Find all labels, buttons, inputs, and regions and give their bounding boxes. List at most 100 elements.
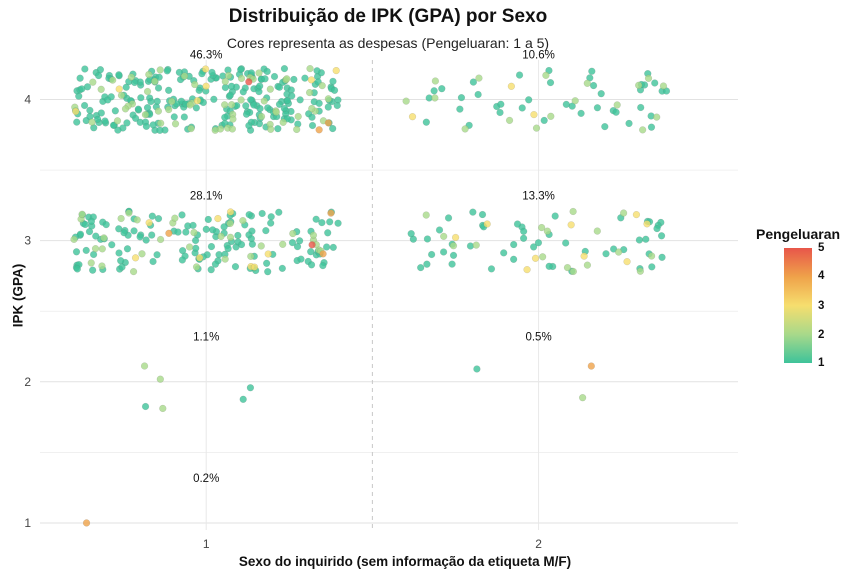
data-point — [122, 83, 130, 91]
data-point — [589, 81, 598, 90]
data-point — [117, 91, 126, 99]
data-point — [518, 104, 526, 112]
data-point — [588, 67, 596, 75]
data-point — [115, 249, 123, 257]
data-point — [275, 83, 284, 91]
data-point — [475, 74, 483, 82]
data-point — [523, 266, 531, 274]
data-point — [226, 208, 235, 216]
data-point — [242, 102, 250, 110]
data-point — [239, 88, 247, 96]
data-point — [623, 258, 631, 266]
data-point — [250, 263, 259, 271]
data-point — [257, 242, 265, 250]
data-point — [86, 106, 94, 114]
data-point — [73, 118, 81, 126]
data-point — [329, 124, 337, 133]
data-point — [275, 100, 284, 108]
data-point — [587, 362, 595, 370]
data-point — [601, 123, 609, 131]
data-point — [279, 118, 287, 126]
data-point — [496, 108, 504, 117]
data-point — [130, 78, 139, 87]
data-point — [208, 68, 216, 76]
data-point — [98, 245, 106, 253]
data-point — [497, 100, 505, 108]
data-point — [98, 262, 106, 270]
data-point — [89, 78, 97, 86]
data-point — [625, 119, 633, 128]
data-point — [500, 249, 508, 257]
data-point — [283, 96, 292, 105]
data-point — [505, 116, 514, 125]
data-point — [289, 229, 297, 238]
data-point — [324, 229, 332, 237]
data-point — [283, 75, 291, 83]
data-point — [130, 227, 138, 235]
data-point — [571, 97, 579, 105]
data-point — [543, 227, 551, 235]
data-point — [247, 235, 255, 243]
x-axis-label: Sexo do inquirido (sem informação da eti… — [238, 554, 572, 569]
data-point — [417, 264, 425, 272]
data-point — [154, 84, 163, 92]
data-point — [174, 228, 182, 236]
percent-annotation: 28.1% — [190, 190, 223, 202]
data-point — [620, 209, 628, 217]
data-point — [202, 82, 210, 90]
x-tick-label: 2 — [535, 537, 542, 551]
data-point — [224, 71, 233, 80]
data-point — [147, 97, 155, 106]
data-point — [487, 265, 496, 273]
data-point — [520, 227, 528, 235]
data-point — [326, 218, 334, 226]
data-point — [659, 82, 668, 90]
data-point — [140, 362, 149, 370]
data-point — [89, 266, 97, 274]
data-point — [610, 245, 618, 253]
data-point — [228, 125, 236, 133]
data-point — [551, 212, 559, 220]
data-point — [602, 250, 610, 258]
data-point — [408, 113, 417, 121]
data-point — [288, 92, 296, 100]
data-point — [583, 261, 592, 269]
data-point — [123, 119, 131, 127]
data-point — [444, 214, 453, 222]
data-point — [510, 240, 518, 249]
legend-label-4: 4 — [818, 270, 825, 282]
data-point — [163, 67, 171, 75]
data-point — [422, 211, 430, 219]
data-point — [306, 88, 314, 97]
y-tick-label: 1 — [24, 516, 31, 530]
data-point — [293, 243, 302, 251]
data-point — [315, 99, 323, 107]
data-point — [170, 113, 178, 121]
data-point — [319, 250, 327, 258]
data-point — [473, 365, 481, 373]
data-point — [239, 395, 247, 403]
data-point — [207, 266, 215, 274]
data-point — [539, 253, 547, 261]
data-point — [221, 255, 229, 263]
data-point — [234, 231, 242, 240]
data-point — [229, 115, 237, 123]
data-point — [658, 253, 666, 261]
data-point — [76, 74, 84, 82]
data-point — [73, 265, 81, 273]
chart-title: Distribuição de IPK (GPA) por Sexo — [228, 6, 548, 27]
data-point — [293, 125, 301, 134]
data-point — [111, 107, 119, 115]
data-point — [153, 251, 161, 259]
data-point — [129, 267, 138, 276]
data-point — [307, 248, 315, 256]
legend-label-3: 3 — [818, 300, 825, 312]
data-point — [324, 119, 332, 127]
data-point — [231, 263, 240, 271]
data-point — [83, 83, 92, 91]
data-point — [132, 114, 140, 122]
data-point — [449, 251, 458, 259]
data-point — [159, 404, 167, 413]
legend-label-5: 5 — [818, 242, 825, 254]
y-tick-label: 3 — [24, 234, 31, 248]
